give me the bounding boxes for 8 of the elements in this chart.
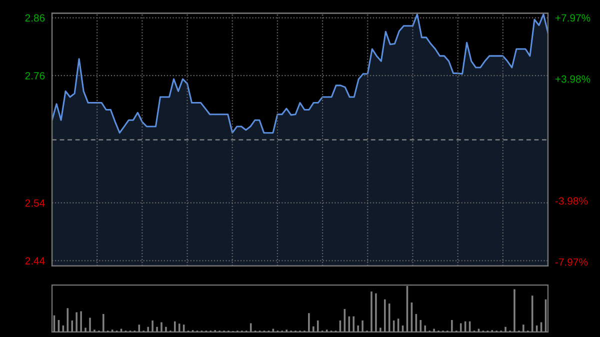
y-tick-label: 2.86 xyxy=(25,14,45,22)
y-tick-label: 2.44 xyxy=(25,257,45,264)
y2-tick-label: -3.98% xyxy=(555,197,588,205)
y-tick-label: 2.76 xyxy=(25,72,45,80)
y2-tick-label: +3.98% xyxy=(555,75,590,83)
y2-tick-label: -7.97% xyxy=(555,258,588,266)
y-tick-label: 2.54 xyxy=(25,199,45,207)
y2-tick-label: +7.97% xyxy=(555,14,590,22)
